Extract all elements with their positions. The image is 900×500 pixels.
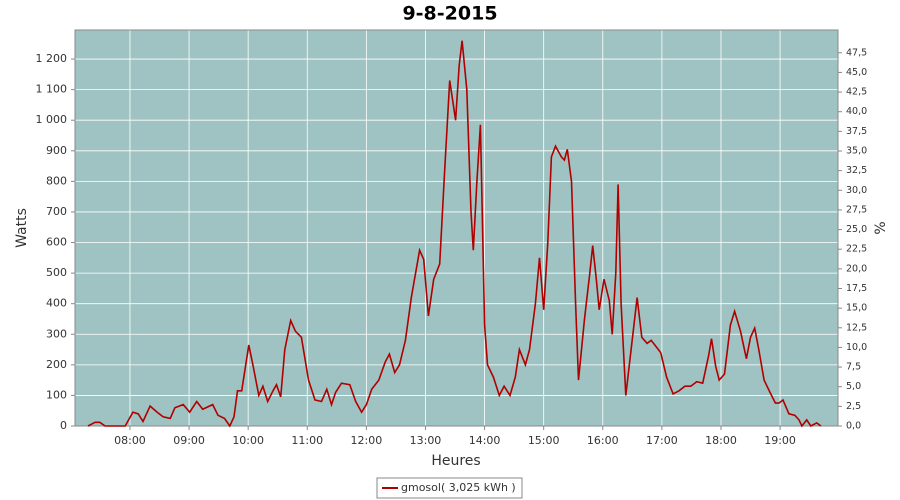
- y-tick-label: 700: [46, 205, 67, 218]
- y-tick-label: 1 200: [36, 52, 68, 65]
- x-tick-label: 17:00: [646, 434, 678, 447]
- y2-tick-label: 35,0: [846, 146, 867, 157]
- x-tick-label: 15:00: [528, 434, 560, 447]
- y-tick-label: 900: [46, 144, 67, 157]
- y2-tick-label: 32,5: [846, 165, 867, 176]
- x-axis-label: Heures: [431, 453, 480, 469]
- y2-tick-label: 27,5: [846, 204, 867, 215]
- x-tick-label: 08:00: [114, 434, 146, 447]
- y2-tick-label: 5,0: [846, 381, 861, 392]
- x-tick-label: 09:00: [173, 434, 205, 447]
- data-line: [87, 40, 822, 428]
- y-tick-label: 800: [46, 174, 67, 187]
- y2-axis-label: %: [873, 221, 889, 234]
- x-tick-label: 11:00: [291, 434, 323, 447]
- x-tick-label: 12:00: [351, 434, 383, 447]
- y-tick-label: 400: [46, 297, 67, 310]
- x-tick-label: 16:00: [587, 434, 619, 447]
- y-tick-label: 300: [46, 327, 67, 340]
- y-tick-label: 100: [46, 388, 67, 401]
- x-tick-label: 13:00: [410, 434, 442, 447]
- y2-tick-label: 42,5: [846, 87, 867, 98]
- y-tick-label: 500: [46, 266, 67, 279]
- y-axis-label: Watts: [14, 208, 30, 248]
- y2-tick-label: 15,0: [846, 303, 867, 314]
- y2-tick-label: 0,0: [846, 421, 861, 432]
- y-tick-label: 1 000: [36, 113, 68, 126]
- x-tick-label: 10:00: [232, 434, 264, 447]
- y2-tick-label: 25,0: [846, 224, 867, 235]
- y2-tick-label: 37,5: [846, 126, 867, 137]
- y2-tick-label: 12,5: [846, 322, 867, 333]
- y2-tick-label: 7,5: [846, 362, 861, 373]
- x-tick-label: 14:00: [469, 434, 501, 447]
- y2-tick-label: 47,5: [846, 47, 867, 58]
- y-tick-label: 1 100: [36, 83, 68, 96]
- y-tick-label: 600: [46, 236, 67, 249]
- legend-label: gmosol( 3,025 kWh ): [401, 481, 516, 494]
- y2-tick-label: 40,0: [846, 106, 867, 117]
- x-tick-label: 19:00: [764, 434, 796, 447]
- legend-box: [376, 477, 523, 499]
- y2-tick-label: 22,5: [846, 244, 867, 255]
- y2-tick-label: 2,5: [846, 401, 861, 412]
- y2-tick-label: 20,0: [846, 263, 867, 274]
- chart-title: 9-8-2015: [402, 3, 497, 25]
- y-tick-label: 0: [60, 419, 67, 432]
- y-tick-label: 200: [46, 358, 67, 371]
- y2-tick-label: 10,0: [846, 342, 867, 353]
- y2-tick-label: 17,5: [846, 283, 867, 294]
- x-tick-label: 18:00: [705, 434, 737, 447]
- plot-border: [74, 29, 839, 427]
- y2-tick-label: 45,0: [846, 67, 867, 78]
- y2-tick-label: 30,0: [846, 185, 867, 196]
